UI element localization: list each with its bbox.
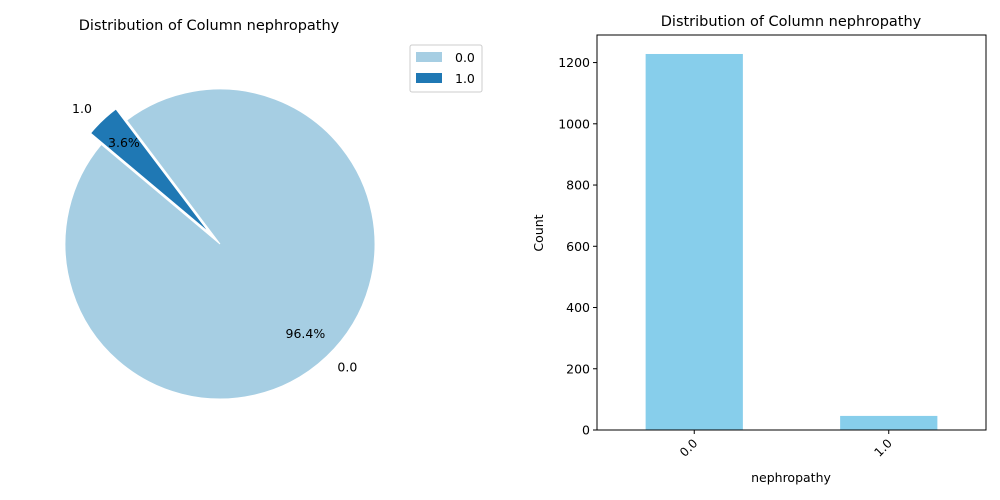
pie-slice-0.0: [64, 88, 376, 400]
pie-slices: 0.0 96.4% 1.0 3.6%: [64, 88, 376, 400]
pie-chart: Distribution of Column nephropathy 0.0 96…: [64, 18, 483, 400]
y-tick-label: 1200: [558, 55, 590, 70]
x-axis-label: nephropathy: [751, 470, 831, 485]
bar-chart: Distribution of Column nephropathy 0.0 1.…: [531, 14, 987, 485]
bar-title: Distribution of Column nephropathy: [661, 14, 922, 30]
pie-pct-0.0: 96.4%: [286, 326, 326, 341]
x-tick-label: 1.0: [871, 436, 894, 459]
pie-label-0.0: 0.0: [337, 360, 357, 375]
y-tick-label: 1000: [558, 116, 590, 131]
y-tick-label: 600: [566, 239, 590, 254]
y-tick-label: 0: [582, 423, 590, 438]
x-tick-label: 0.0: [677, 436, 700, 459]
pie-pct-1.0: 3.6%: [108, 135, 140, 150]
bar-0.0: [645, 53, 743, 430]
bar-1.0: [840, 415, 938, 430]
pie-slice-1.0: [89, 108, 210, 234]
legend-swatch-1: [416, 73, 442, 83]
y-tick-label: 200: [566, 361, 590, 376]
legend-label-1: 1.0: [455, 71, 475, 86]
y-tick-label: 800: [566, 178, 590, 193]
legend-label-0: 0.0: [455, 50, 475, 65]
plot-frame: [596, 34, 987, 431]
bar-axes: 0.0 1.0 0 200 400 600 800 1000 1200: [558, 34, 987, 460]
legend-swatch-0: [416, 52, 442, 62]
bar-marks: [645, 53, 938, 430]
pie-title: Distribution of Column nephropathy: [79, 18, 340, 34]
pie-label-1.0: 1.0: [72, 101, 92, 116]
y-axis-label: Count: [531, 214, 546, 251]
y-tick-label: 400: [566, 300, 590, 315]
pie-legend: 0.0 1.0: [409, 44, 483, 93]
